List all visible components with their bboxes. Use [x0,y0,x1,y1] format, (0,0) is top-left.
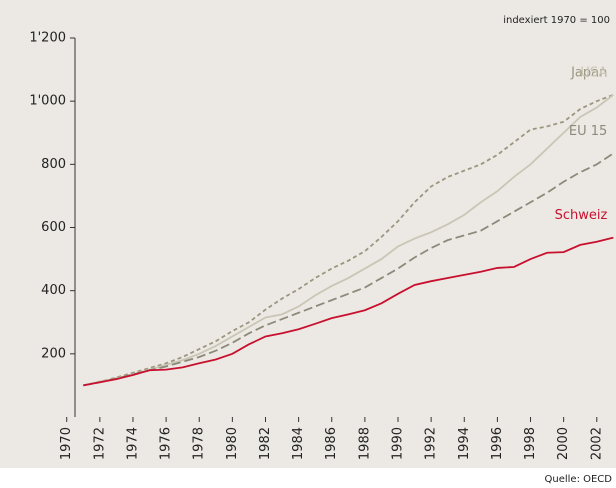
series-line [83,94,614,387]
series-label: USA [580,65,607,80]
series-line [83,152,614,387]
x-tick-label: 2002 [589,427,604,460]
x-tick-label: 1988 [357,427,372,460]
x-tick-label: 1994 [457,427,472,460]
y-tick-label: 1'000 [29,94,66,109]
series-line [83,94,614,387]
y-tick-label: 600 [41,220,66,235]
x-tick-label: 1970 [59,427,74,460]
series-label: Schweiz [555,208,608,223]
source: Quelle: OECD [545,474,613,485]
y-tick-label: 200 [41,346,66,361]
x-tick-label: 1996 [490,427,505,460]
series-line [83,236,614,387]
x-tick-label: 1972 [92,427,107,460]
x-tick-label: 1974 [125,427,140,460]
series-label: Japan [570,65,607,80]
x-tick-label: 2000 [556,427,571,460]
x-tick-label: 1982 [258,427,273,460]
y-tick-label: 400 [41,283,66,298]
x-tick-label: 1984 [291,427,306,460]
annotation: indexiert 1970 = 100 [503,15,610,26]
x-tick-label: 1992 [424,427,439,460]
y-tick-label: 1'200 [29,31,66,46]
y-tick-label: 800 [41,157,66,172]
plot-panel [0,0,616,468]
series-label: EU 15 [569,124,607,139]
x-tick-label: 1998 [523,427,538,460]
x-tick-label: 1978 [192,427,207,460]
x-tick-label: 1990 [391,427,406,460]
x-tick-label: 1976 [159,427,174,460]
x-tick-label: 1986 [324,427,339,460]
x-tick-label: 1980 [225,427,240,460]
